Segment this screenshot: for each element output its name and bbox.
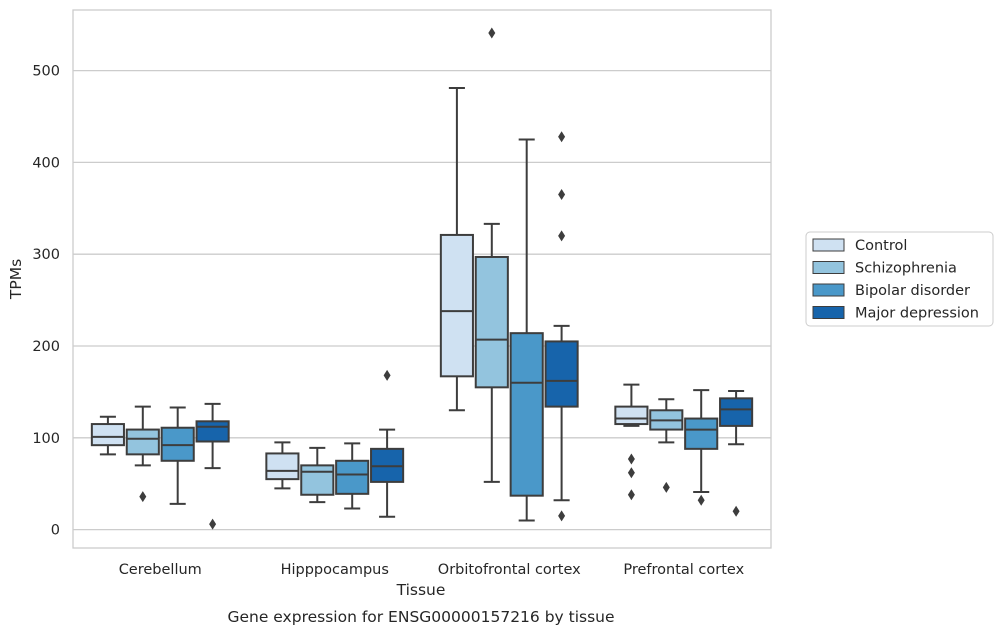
legend-label: Schizophrenia: [855, 261, 957, 277]
y-tick-label: 500: [32, 64, 60, 80]
x-axis-title: Tissue: [396, 581, 446, 599]
box-iqr: [474, 255, 509, 389]
box-major-depression: [544, 131, 579, 522]
legend-label: Major depression: [855, 306, 979, 322]
box-bipolar-disorder: [509, 138, 544, 522]
box-iqr: [125, 428, 160, 456]
y-tick-label: 0: [51, 523, 60, 539]
plot-frame: [72, 9, 772, 549]
box-series: [90, 27, 754, 530]
y-tick-labels: 0 100 200 300 400 500: [32, 64, 60, 539]
box-schizophrenia: [649, 398, 684, 493]
y-tick-label: 200: [32, 339, 60, 355]
outlier-point: [383, 369, 391, 381]
outlier-point: [732, 505, 740, 517]
box-iqr: [335, 459, 370, 495]
box-control: [265, 441, 300, 490]
box-iqr: [684, 417, 719, 450]
box-major-depression: [195, 402, 230, 530]
box-iqr: [719, 397, 754, 427]
box-control: [439, 87, 474, 412]
y-tick-label: 400: [32, 155, 60, 171]
outlier-point: [627, 453, 635, 465]
outlier-point: [662, 481, 670, 493]
x-tick-labels: Cerebellum Hipppocampus Orbitofrontal cort…: [119, 562, 745, 578]
outlier-point: [558, 189, 566, 201]
legend: Control Schizophrenia Bipolar disorder Majo…: [805, 231, 994, 327]
outlier-point: [209, 518, 217, 530]
legend-swatch: [812, 306, 845, 319]
box-schizophrenia: [474, 27, 509, 483]
box-iqr: [439, 233, 474, 378]
legend-swatch: [812, 238, 845, 252]
outlier-point: [558, 510, 566, 522]
box-iqr: [544, 340, 579, 408]
outlier-point: [627, 467, 635, 479]
legend-label: Bipolar disorder: [855, 283, 970, 299]
y-axis-title: TPMs: [7, 259, 25, 300]
y-tick-label: 300: [32, 247, 60, 263]
box-schizophrenia: [125, 405, 160, 503]
box-bipolar-disorder: [160, 406, 195, 505]
box-major-depression: [719, 390, 754, 517]
outlier-point: [558, 131, 566, 143]
box-bipolar-disorder: [335, 442, 370, 510]
legend-swatch: [812, 261, 845, 274]
legend-swatch: [812, 283, 845, 297]
box-control: [614, 383, 649, 501]
box-control: [90, 415, 125, 456]
x-tick-label: Cerebellum: [119, 562, 202, 578]
box-iqr: [300, 464, 335, 496]
x-tick-label: Orbitofrontal cortex: [438, 562, 581, 578]
legend-label: Control: [855, 238, 907, 254]
box-iqr: [265, 452, 300, 481]
box-iqr: [614, 405, 649, 426]
y-tick-label: 100: [32, 431, 60, 447]
x-tick-label: Hipppocampus: [281, 562, 389, 578]
box-iqr: [509, 332, 544, 497]
box-iqr: [90, 423, 125, 447]
x-tick-label: Prefrontal cortex: [623, 562, 744, 578]
box-major-depression: [370, 369, 405, 518]
legend-frame: [805, 231, 994, 327]
box-bipolar-disorder: [684, 389, 719, 506]
outlier-point: [627, 489, 635, 501]
box-iqr: [195, 420, 230, 443]
outlier-point: [558, 230, 566, 242]
outlier-point: [697, 494, 705, 506]
chart-caption: Gene expression for ENSG00000157216 by t…: [227, 608, 614, 626]
outlier-point: [488, 27, 496, 39]
outlier-point: [139, 491, 147, 503]
box-schizophrenia: [300, 446, 335, 504]
